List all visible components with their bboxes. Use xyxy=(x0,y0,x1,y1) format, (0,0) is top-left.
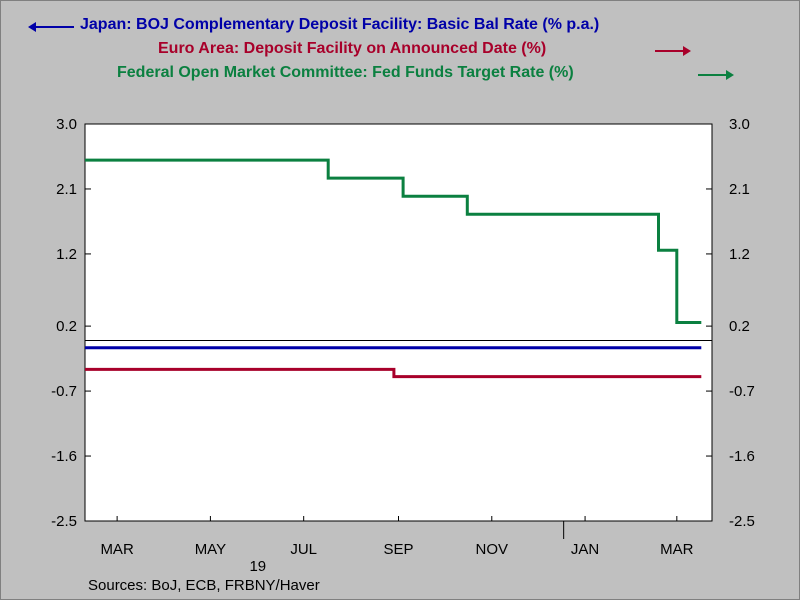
x-tick-label: JUL xyxy=(290,541,317,558)
legend-entry-fomc: Federal Open Market Committee: Fed Funds… xyxy=(117,64,574,81)
series-line-euro-deposit xyxy=(85,367,702,379)
legend-entry-euro: Euro Area: Deposit Facility on Announced… xyxy=(158,40,547,57)
legend-arrow-fomc xyxy=(698,70,734,80)
y-left-tick-label: -0.7 xyxy=(51,383,77,400)
y-right-tick-label: 3.0 xyxy=(729,116,750,133)
source-note: Sources: BoJ, ECB, FRBNY/Haver xyxy=(88,577,320,594)
x-tick-label: JAN xyxy=(571,541,599,558)
y-left-tick-label: 0.2 xyxy=(56,318,77,335)
x-tick-label: MAR xyxy=(660,541,694,558)
legend-arrow-euro xyxy=(655,46,691,56)
x-tick-label: MAR xyxy=(100,541,134,558)
y-right-tick-label: -0.7 xyxy=(729,383,755,400)
x-tick-label: MAY xyxy=(195,541,226,558)
y-right-tick-label: 2.1 xyxy=(729,181,750,198)
y-left-tick-label: 1.2 xyxy=(56,246,77,263)
x-year-label: 19 xyxy=(249,558,266,575)
series-line-fed-funds xyxy=(85,158,702,324)
legend-entry-japan: Japan: BOJ Complementary Deposit Facilit… xyxy=(80,16,600,33)
y-left-tick-label: 2.1 xyxy=(56,181,77,198)
y-left-tick-label: -1.6 xyxy=(51,448,77,465)
y-left-tick-label: -2.5 xyxy=(51,513,77,530)
y-right-tick-label: 0.2 xyxy=(729,318,750,335)
legend-arrow-japan xyxy=(28,22,74,32)
y-right-tick-label: -2.5 xyxy=(729,513,755,530)
x-tick-label: SEP xyxy=(383,541,413,558)
y-right-tick-label: 1.2 xyxy=(729,246,750,263)
y-left-tick-label: 3.0 xyxy=(56,116,77,133)
y-right-tick-label: -1.6 xyxy=(729,448,755,465)
plot-area xyxy=(84,123,713,522)
x-tick-label: NOV xyxy=(476,541,509,558)
